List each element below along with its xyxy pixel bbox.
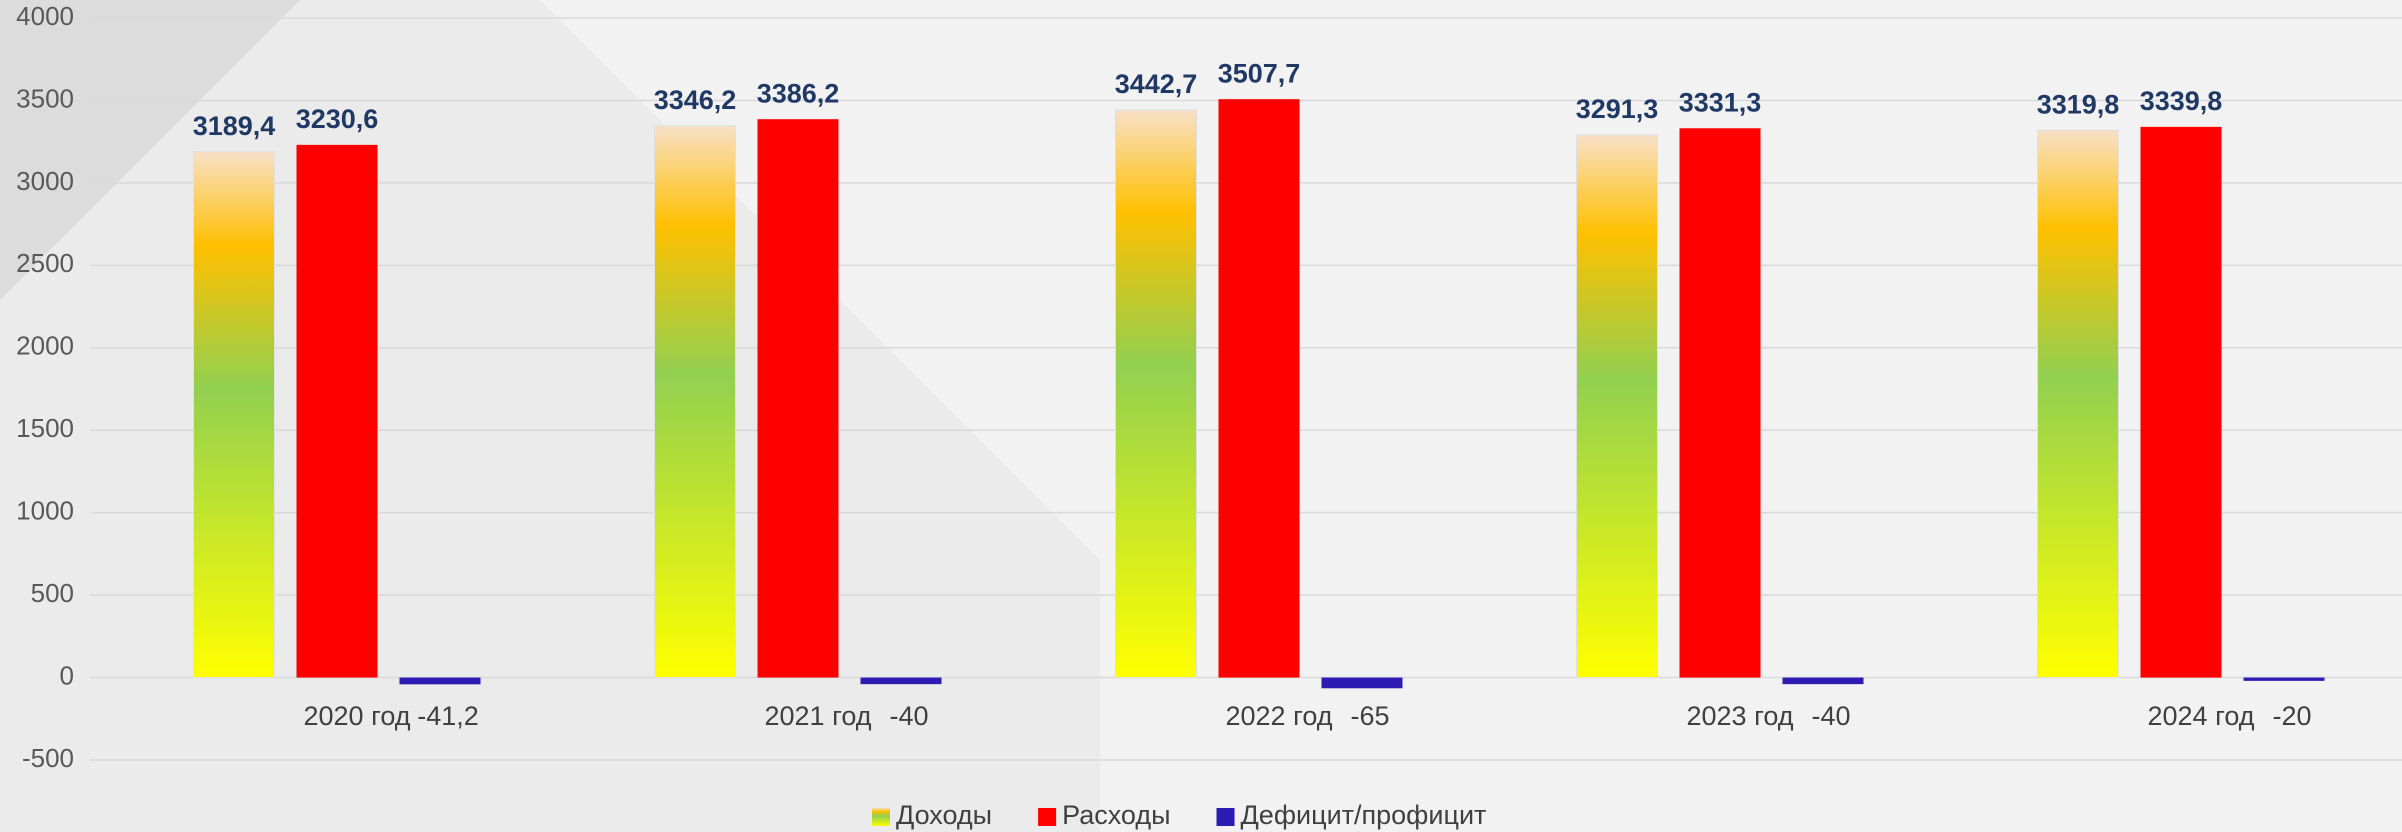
x-tick-label: 2023 год [1687,701,1794,731]
bar [1576,134,1658,679]
y-tick-label: 4000 [16,1,74,31]
legend-swatch [1216,808,1235,826]
bar [860,677,942,685]
data-label: 3386,2 [757,78,840,108]
data-label: 3230,6 [296,104,379,134]
x-tick-label: 2021 год [765,701,872,731]
y-tick-label: 0 [60,660,74,690]
x-tick-label: 2024 год [2148,701,2255,731]
data-label: 3442,7 [1115,69,1198,99]
y-tick-label: 500 [31,578,74,608]
data-label: -40 [889,701,928,731]
data-label: 3507,7 [1218,58,1301,88]
data-label: 3339,8 [2140,86,2223,116]
bar [1115,109,1197,679]
data-label: 3291,3 [1576,94,1659,124]
y-tick-label: 3500 [16,83,74,113]
y-tick-label: 2000 [16,331,74,361]
bar [2140,126,2222,678]
y-tick-label: -500 [22,743,74,773]
bar [1321,677,1403,689]
x-tick-label: 2022 год [1226,701,1333,731]
bar [1679,128,1761,678]
data-label: -40 [1811,701,1850,731]
data-label: 3319,8 [2037,89,2120,119]
legend-label: Дефицит/профицит [1241,800,1487,830]
data-label: -41,2 [417,701,479,731]
data-label: 3189,4 [193,111,276,141]
bar [757,119,839,678]
bar [1782,677,1864,685]
data-label: -20 [2272,701,2311,731]
y-tick-label: 1000 [16,496,74,526]
bar [193,151,275,679]
legend-label: Расходы [1062,800,1170,830]
y-tick-label: 2500 [16,248,74,278]
legend-swatch [1038,808,1057,826]
data-label: 3331,3 [1679,87,1762,117]
legend-label: Доходы [896,800,992,830]
y-tick-label: 1500 [16,413,74,443]
bar [2243,677,2325,681]
bar [2037,129,2119,679]
data-label: -65 [1350,701,1389,731]
bar [296,144,378,678]
bar [1218,99,1300,678]
decor [0,0,300,300]
bar [399,677,481,685]
legend-swatch [872,808,890,826]
data-label: 3346,2 [654,85,737,115]
y-tick-label: 3000 [16,166,74,196]
x-tick-label: 2020 год [304,701,411,731]
bar [654,125,736,679]
